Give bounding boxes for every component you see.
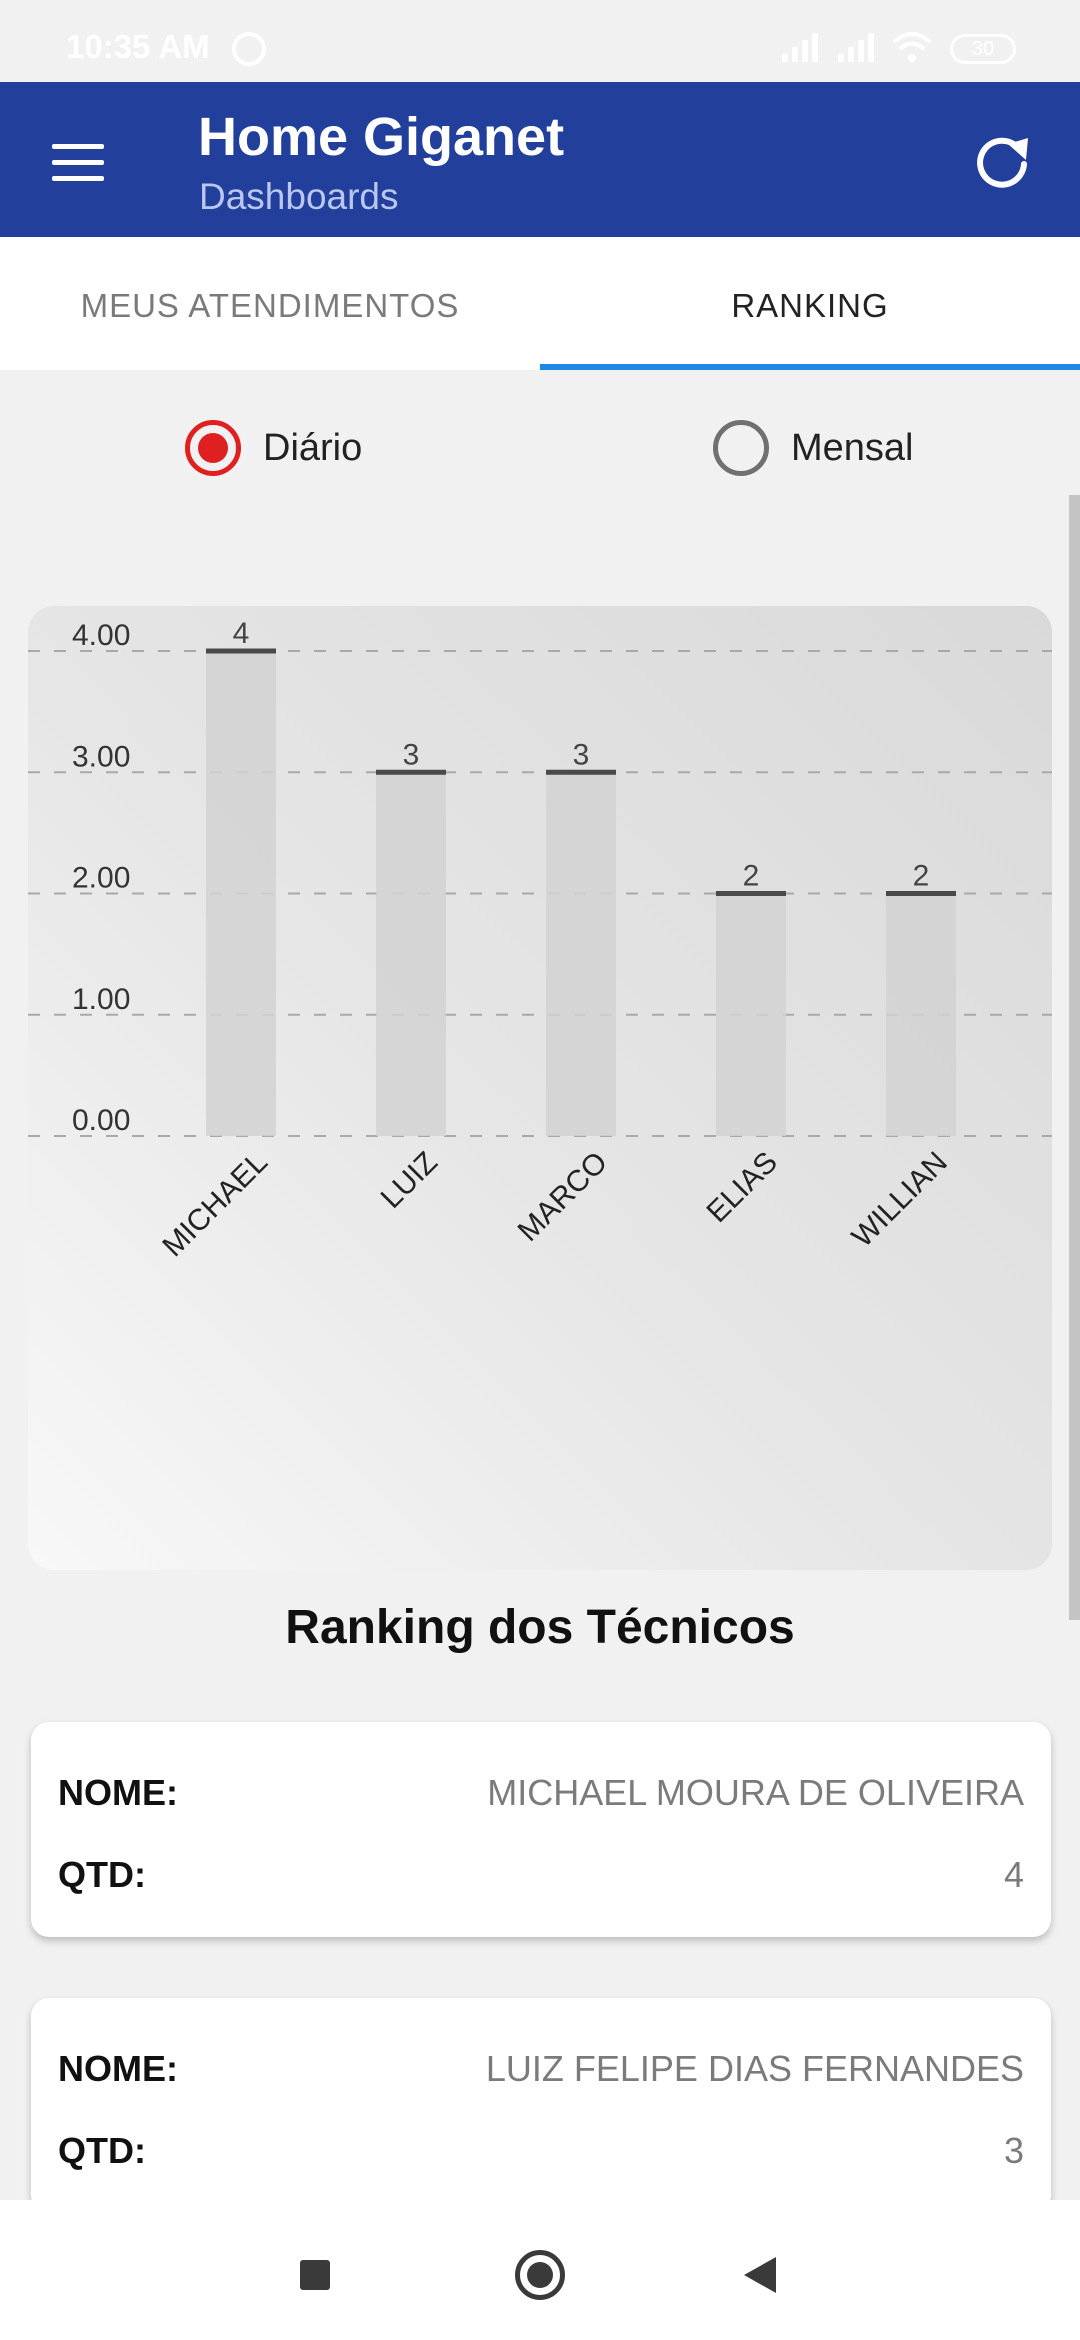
- bar: [716, 893, 786, 1136]
- name-label: NOME:: [58, 1772, 178, 1813]
- signal-icon: [782, 33, 818, 62]
- signal-icon: [838, 33, 874, 62]
- tab-bar: MEUS ATENDIMENTOS RANKING: [0, 237, 1080, 370]
- scrollbar[interactable]: [1069, 495, 1080, 1620]
- bar: [546, 772, 616, 1136]
- data-label: 3: [573, 738, 590, 771]
- y-tick-label: 0.00: [72, 1104, 130, 1137]
- section-heading: Ranking dos Técnicos: [285, 1601, 795, 1654]
- radio-selected-icon[interactable]: [185, 420, 241, 476]
- radio-mensal-label: Mensal: [791, 426, 914, 469]
- refresh-icon[interactable]: [970, 130, 1034, 194]
- y-tick-label: 1.00: [72, 983, 130, 1016]
- qty-value: 3: [1003, 2130, 1024, 2171]
- x-tick-label: MICHAEL: [156, 1146, 274, 1264]
- app-title: Home Giganet: [198, 107, 565, 167]
- tab-ranking[interactable]: RANKING: [731, 287, 889, 324]
- ranking-bar-chart: 0.00 1.00 2.00 3.00 4.00 4 MICHAEL 3 LUIZ 3 MARCO 2…: [28, 606, 1052, 1570]
- menu-icon[interactable]: [52, 144, 104, 182]
- name-value: MICHAEL MOURA DE OLIVEIRA: [487, 1772, 1024, 1813]
- radio-mensal[interactable]: Mensal: [713, 418, 914, 478]
- tab-meus-atendimentos[interactable]: MEUS ATENDIMENTOS: [80, 287, 460, 324]
- list-item[interactable]: NOME: LUIZ FELIPE DIAS FERNANDES QTD: 3: [31, 1998, 1051, 2213]
- chart-svg: 0.00 1.00 2.00 3.00 4.00 4 MICHAEL 3 LUIZ 3 MARCO 2…: [28, 617, 1052, 1264]
- bar: [376, 772, 446, 1136]
- name-label: NOME:: [58, 2048, 178, 2089]
- app-bar: Home Giganet Dashboards: [0, 82, 1080, 237]
- status-time: 10:35 AM: [66, 28, 210, 65]
- qty-label: QTD:: [58, 2130, 146, 2171]
- alarm-icon: [232, 32, 266, 66]
- bar: [206, 651, 276, 1136]
- bar: [886, 893, 956, 1136]
- x-tick-label: MARCO: [512, 1146, 614, 1248]
- app-subtitle: Dashboards: [199, 176, 399, 217]
- home-icon[interactable]: [515, 2250, 565, 2300]
- name-value: LUIZ FELIPE DIAS FERNANDES: [485, 2048, 1024, 2089]
- y-tick-label: 4.00: [72, 619, 130, 652]
- data-label: 3: [403, 738, 420, 771]
- x-tick-label: ELIAS: [700, 1146, 783, 1229]
- radio-unselected-icon[interactable]: [713, 420, 769, 476]
- radio-diario-label: Diário: [263, 426, 363, 469]
- recents-icon[interactable]: [300, 2260, 330, 2290]
- data-label: 2: [913, 860, 930, 893]
- status-bar: 10:35 AM 30: [0, 0, 1080, 82]
- period-radio-group: Diário Mensal: [0, 370, 1080, 520]
- system-nav-bar: [0, 2200, 1080, 2340]
- wifi-icon: [892, 32, 932, 62]
- battery-icon: 30: [950, 34, 1016, 64]
- radio-diario[interactable]: Diário: [185, 418, 362, 478]
- data-label: 2: [743, 860, 760, 893]
- x-tick-label: WILLIAN: [846, 1146, 954, 1254]
- data-label: 4: [233, 617, 250, 650]
- qty-label: QTD:: [58, 1854, 146, 1895]
- back-icon[interactable]: [744, 2257, 776, 2293]
- qty-value: 4: [1003, 1854, 1024, 1895]
- tab-indicator: [540, 364, 1080, 370]
- list-item[interactable]: NOME: MICHAEL MOURA DE OLIVEIRA QTD: 4: [31, 1722, 1051, 1937]
- x-tick-label: LUIZ: [375, 1146, 444, 1215]
- y-tick-label: 3.00: [72, 740, 130, 773]
- y-tick-label: 2.00: [72, 862, 130, 895]
